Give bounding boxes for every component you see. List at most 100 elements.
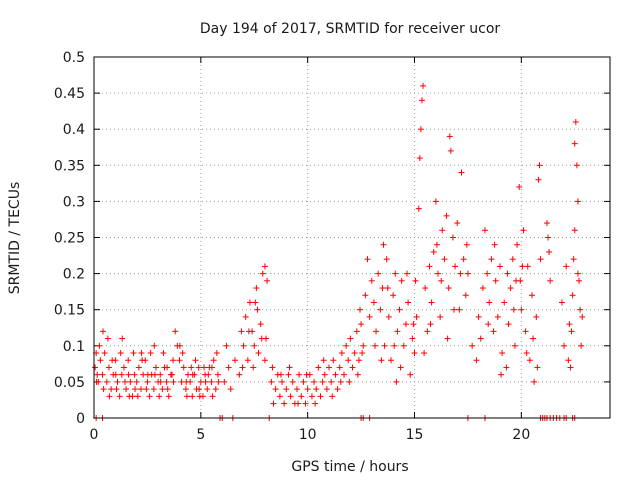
- plot-frame: [93, 56, 611, 419]
- data-point: [485, 321, 492, 328]
- x-tick-label: 15: [406, 427, 424, 443]
- data-point: [362, 292, 369, 299]
- data-point: [214, 371, 221, 378]
- data-point: [345, 357, 352, 364]
- data-point: [131, 371, 138, 378]
- data-point: [286, 364, 293, 371]
- data-point: [475, 313, 482, 320]
- data-point: [208, 378, 215, 385]
- data-point: [446, 133, 453, 140]
- data-point: [563, 263, 570, 270]
- data-point: [380, 241, 387, 248]
- data-point: [328, 378, 335, 385]
- y-axis-label: SRMTID / TECUs: [7, 182, 23, 295]
- data-point: [109, 357, 116, 364]
- data-point: [119, 335, 126, 342]
- data-point: [529, 292, 536, 299]
- data-point: [536, 162, 543, 169]
- data-point: [371, 342, 378, 349]
- data-point: [569, 292, 576, 299]
- data-point: [118, 371, 125, 378]
- data-point: [343, 342, 350, 349]
- data-point: [445, 285, 452, 292]
- y-tick-label: 0.5: [63, 50, 85, 66]
- data-point: [507, 285, 514, 292]
- data-point: [132, 386, 139, 393]
- y-tick-label: 0.05: [54, 375, 85, 391]
- data-point: [477, 335, 484, 342]
- data-point: [215, 378, 222, 385]
- data-point: [417, 126, 424, 133]
- data-point: [420, 82, 427, 89]
- data-point: [452, 263, 459, 270]
- data-point: [400, 342, 407, 349]
- data-point: [202, 378, 209, 385]
- data-point: [276, 393, 283, 400]
- data-point: [443, 212, 450, 219]
- data-point: [296, 371, 303, 378]
- data-point: [283, 386, 290, 393]
- data-point: [357, 306, 364, 313]
- data-point: [312, 400, 319, 407]
- data-point: [504, 270, 511, 277]
- data-point: [101, 350, 108, 357]
- data-point: [347, 335, 354, 342]
- data-point: [212, 386, 219, 393]
- data-point: [289, 378, 296, 385]
- data-point: [179, 350, 186, 357]
- data-point: [463, 241, 470, 248]
- data-point: [381, 342, 388, 349]
- data-point: [413, 313, 420, 320]
- data-point: [192, 357, 199, 364]
- data-point: [209, 393, 216, 400]
- data-point: [332, 371, 339, 378]
- data-point: [543, 220, 550, 227]
- data-point: [512, 277, 519, 284]
- data-point: [277, 371, 284, 378]
- data-point: [370, 299, 377, 306]
- data-point: [514, 241, 521, 248]
- data-point: [317, 393, 324, 400]
- data-point: [103, 378, 110, 385]
- data-point: [172, 328, 179, 335]
- data-point: [412, 277, 419, 284]
- data-point: [303, 371, 310, 378]
- data-point: [298, 393, 305, 400]
- data-point: [227, 386, 234, 393]
- data-point: [240, 342, 247, 349]
- data-point: [411, 350, 418, 357]
- data-point: [336, 364, 343, 371]
- data-point: [152, 364, 159, 371]
- data-point: [320, 357, 327, 364]
- data-point: [407, 371, 414, 378]
- data-point: [330, 357, 337, 364]
- data-point: [135, 364, 142, 371]
- data-point: [268, 378, 275, 385]
- data-point: [114, 378, 121, 385]
- data-point: [462, 292, 469, 299]
- data-point: [313, 386, 320, 393]
- data-point: [409, 335, 416, 342]
- data-point: [418, 97, 425, 104]
- y-tick-label: 0.15: [54, 303, 85, 319]
- data-point: [530, 335, 537, 342]
- data-point: [430, 248, 437, 255]
- data-point: [196, 386, 203, 393]
- data-point: [255, 350, 262, 357]
- data-point: [496, 263, 503, 270]
- data-point: [576, 277, 583, 284]
- data-point: [97, 357, 104, 364]
- data-point: [353, 328, 360, 335]
- data-point: [354, 371, 361, 378]
- data-point: [534, 364, 541, 371]
- data-point: [147, 350, 154, 357]
- data-point: [196, 393, 203, 400]
- data-point: [568, 328, 575, 335]
- data-point: [121, 378, 128, 385]
- data-point: [188, 364, 195, 371]
- data-point: [364, 256, 371, 263]
- data-point: [486, 299, 493, 306]
- data-point: [524, 263, 531, 270]
- data-point: [164, 386, 171, 393]
- data-point: [449, 234, 456, 241]
